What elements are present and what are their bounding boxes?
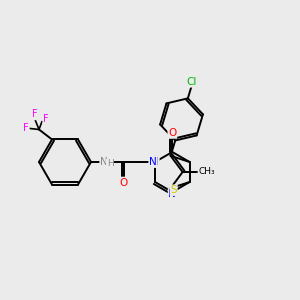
Text: N: N [149,157,157,167]
Text: O: O [120,178,128,188]
Text: N: N [151,157,159,167]
Text: H: H [106,160,113,169]
Text: Cl: Cl [186,77,196,87]
Text: F: F [43,115,49,124]
Text: F: F [32,110,38,119]
Text: F: F [23,124,29,134]
Text: S: S [170,185,177,195]
Text: O: O [168,128,176,138]
Text: CH₃: CH₃ [198,167,215,176]
Text: N: N [168,189,176,199]
Text: N: N [100,157,108,167]
